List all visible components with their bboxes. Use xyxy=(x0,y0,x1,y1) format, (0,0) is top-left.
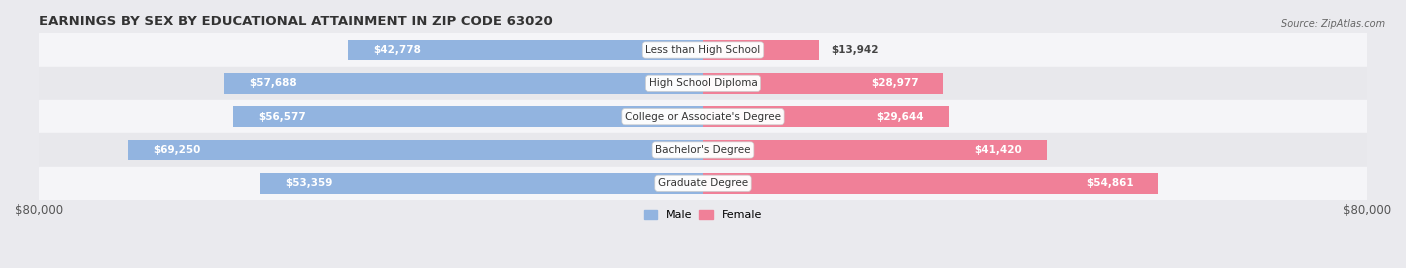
Text: Source: ZipAtlas.com: Source: ZipAtlas.com xyxy=(1281,19,1385,29)
Text: College or Associate's Degree: College or Associate's Degree xyxy=(626,112,780,122)
Text: Bachelor's Degree: Bachelor's Degree xyxy=(655,145,751,155)
Bar xyxy=(39,167,1367,200)
Text: $69,250: $69,250 xyxy=(153,145,201,155)
Legend: Male, Female: Male, Female xyxy=(640,205,766,224)
Text: $42,778: $42,778 xyxy=(373,45,420,55)
Bar xyxy=(347,40,703,60)
Bar xyxy=(39,67,1367,100)
Text: $29,644: $29,644 xyxy=(876,112,924,122)
Bar xyxy=(703,106,949,127)
Text: EARNINGS BY SEX BY EDUCATIONAL ATTAINMENT IN ZIP CODE 63020: EARNINGS BY SEX BY EDUCATIONAL ATTAINMEN… xyxy=(39,15,553,28)
Bar xyxy=(703,140,1046,160)
Bar xyxy=(224,73,703,94)
Bar xyxy=(39,133,1367,167)
Bar xyxy=(703,173,1159,194)
Text: $54,861: $54,861 xyxy=(1085,178,1133,188)
Text: $53,359: $53,359 xyxy=(285,178,332,188)
Text: $28,977: $28,977 xyxy=(870,78,918,88)
Text: Graduate Degree: Graduate Degree xyxy=(658,178,748,188)
Bar xyxy=(703,40,818,60)
Text: $41,420: $41,420 xyxy=(974,145,1022,155)
Bar xyxy=(39,100,1367,133)
Bar xyxy=(233,106,703,127)
Text: Less than High School: Less than High School xyxy=(645,45,761,55)
Bar xyxy=(703,73,943,94)
Bar xyxy=(39,33,1367,67)
Text: $56,577: $56,577 xyxy=(259,112,307,122)
Bar xyxy=(260,173,703,194)
Text: $13,942: $13,942 xyxy=(831,45,879,55)
Text: $57,688: $57,688 xyxy=(249,78,297,88)
Bar xyxy=(128,140,703,160)
Text: High School Diploma: High School Diploma xyxy=(648,78,758,88)
